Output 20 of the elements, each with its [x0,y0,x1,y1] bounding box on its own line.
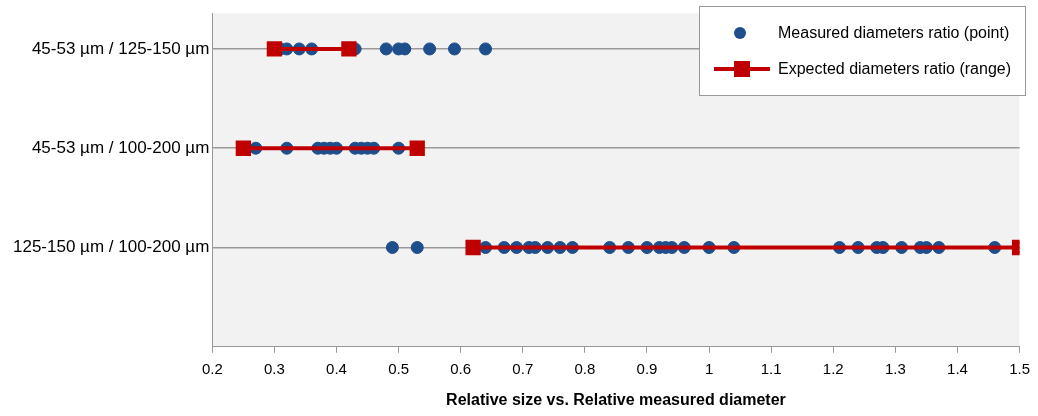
x-tick-label: 0.6 [450,359,472,377]
x-axis-title: Relative size vs. Relative measured diameter [446,390,786,408]
x-tick-label: 0.4 [326,359,347,377]
y-tick-label: 125-150 µm / 100-200 µm [12,237,210,257]
y-tick-label: 45-53 µm / 100-200 µm [31,137,210,157]
x-tick-label: 0.3 [263,359,285,377]
x-tick-label: 1 [704,359,714,377]
x-tick-label: 1.5 [1009,359,1030,377]
x-tick-label: 1.1 [760,359,782,377]
x-tick-label: 0.8 [574,359,596,377]
legend-label: Measured diameters ratio (point) [778,24,1010,42]
x-tick-label: 0.9 [636,359,658,377]
legend-label: Expected diameters ratio (range) [778,60,1011,78]
x-tick-label: 0.5 [388,359,410,377]
x-tick-label: 1.4 [947,359,968,377]
x-tick-label: 1.2 [822,359,844,377]
x-tick-label: 0.2 [201,359,223,377]
x-tick-label: 1.3 [884,359,906,377]
x-tick-label: 0.7 [512,359,534,377]
y-tick-label: 45-53 µm / 125-150 µm [31,38,210,58]
